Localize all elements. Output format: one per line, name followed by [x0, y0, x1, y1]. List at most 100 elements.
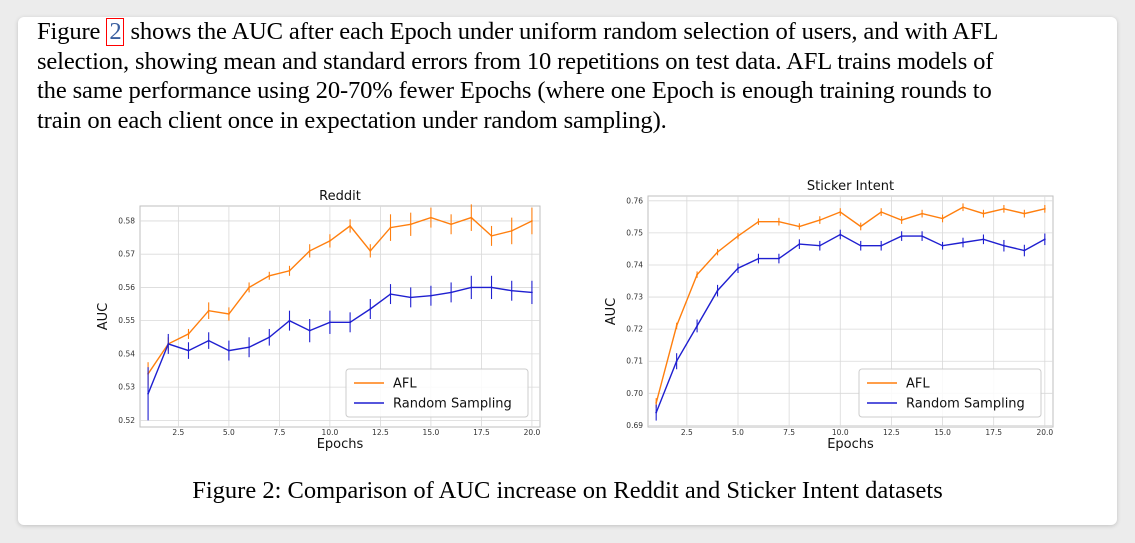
random-sampling-point [531, 291, 533, 294]
random-sampling-point [655, 411, 658, 414]
afl-point [1003, 207, 1005, 210]
y-tick-label: 0.52 [118, 416, 135, 425]
x-tick-label: 2.5 [172, 428, 184, 437]
x-axis-label: Epochs [317, 437, 364, 452]
paragraph-line-1: Figure 2 shows the AUC after each Epoch … [37, 18, 998, 46]
random-sampling-point [167, 343, 170, 345]
afl-point [778, 220, 780, 223]
random-sampling-point [982, 238, 985, 241]
random-sampling-point [737, 267, 739, 270]
afl-point [839, 211, 842, 213]
random-sampling-point [941, 244, 944, 247]
figure-card: Figure 2 shows the AUC after each Epoch … [18, 17, 1117, 525]
random-sampling-point [510, 289, 513, 292]
y-axis-label: AUC [96, 303, 111, 331]
afl-point [187, 333, 190, 335]
paragraph-line-3: the same performance using 20-70% fewer … [37, 77, 992, 104]
afl-point [1043, 207, 1046, 210]
random-sampling-point [818, 244, 821, 247]
random-sampling-point [900, 235, 903, 238]
y-tick-label: 0.71 [626, 357, 643, 366]
afl-point [962, 206, 964, 209]
afl-point [737, 235, 739, 238]
y-tick-label: 0.76 [626, 196, 643, 205]
afl-point [880, 211, 883, 213]
afl-point [248, 286, 250, 289]
y-tick-label: 0.75 [626, 228, 643, 237]
legend-box [345, 368, 529, 418]
afl-point [696, 273, 698, 276]
afl-point [450, 223, 453, 226]
random-sampling-point [430, 294, 432, 297]
random-sampling-point [308, 329, 311, 332]
x-tick-label: 7.5 [273, 428, 285, 437]
x-axis-label: Epochs [827, 437, 874, 452]
afl-point [470, 216, 473, 219]
afl-point [1023, 212, 1026, 215]
random-sampling-point [389, 293, 392, 295]
legend-label: AFL [393, 377, 417, 392]
afl-point [207, 309, 210, 312]
y-tick-label: 0.70 [626, 389, 643, 398]
y-tick-label: 0.73 [626, 293, 643, 302]
afl-point [369, 249, 372, 252]
random-sampling-point [757, 257, 760, 260]
x-tick-label: 20.0 [524, 428, 541, 437]
random-sampling-line [655, 233, 1046, 413]
x-tick-label: 10.0 [322, 428, 339, 437]
random-sampling-point [288, 319, 291, 322]
legend-label: Random Sampling [393, 397, 512, 412]
random-sampling-point [1043, 238, 1046, 241]
random-sampling-point [962, 241, 964, 244]
afl-point [818, 219, 821, 221]
afl-line [147, 216, 533, 375]
x-tick-label: 2.5 [681, 428, 693, 437]
random-sampling-point [839, 233, 842, 236]
y-axis-label: AUC [604, 298, 619, 326]
y-tick-label: 0.72 [626, 325, 643, 334]
random-sampling-point [409, 296, 412, 299]
afl-point [288, 269, 291, 272]
random-sampling-point [490, 286, 493, 289]
random-sampling-point [268, 336, 271, 339]
x-tick-label: 20.0 [1036, 428, 1053, 437]
afl-point [268, 274, 271, 277]
afl-point [859, 225, 862, 228]
x-tick-label: 12.5 [883, 428, 900, 437]
random-sampling-point [880, 244, 883, 247]
paragraph-text: Figure [37, 18, 107, 45]
legend-label: AFL [906, 377, 930, 392]
afl-point [982, 212, 985, 215]
x-tick-label: 17.5 [473, 428, 490, 437]
random-sampling-point [1023, 249, 1026, 252]
random-sampling-point [675, 360, 678, 363]
random-sampling-point [716, 289, 719, 292]
y-tick-label: 0.56 [118, 283, 135, 292]
paragraph-line-2: selection, showing mean and standard err… [37, 47, 994, 75]
paragraph-line-4: train on each client once in expectation… [37, 106, 667, 134]
random-sampling-point [778, 257, 780, 260]
x-tick-label: 15.0 [934, 428, 951, 437]
legend-box [858, 368, 1042, 418]
afl-point [409, 223, 412, 226]
x-tick-label: 5.0 [223, 428, 235, 437]
x-tick-label: 10.0 [832, 428, 849, 437]
afl-point [349, 225, 352, 227]
y-tick-label: 0.69 [626, 421, 643, 430]
y-tick-label: 0.55 [118, 316, 135, 325]
y-tick-label: 0.54 [118, 349, 135, 358]
random-sampling-point [227, 349, 230, 352]
x-tick-label: 7.5 [783, 428, 795, 437]
afl-point [757, 220, 760, 223]
y-tick-label: 0.74 [626, 260, 643, 269]
afl-point [328, 239, 331, 242]
figure-reference-link[interactable]: 2 [106, 18, 125, 46]
random-sampling-point [369, 308, 372, 310]
random-sampling-point [859, 244, 862, 247]
x-tick-label: 15.0 [423, 428, 440, 437]
body-paragraph: Figure 2 shows the AUC after each Epoch … [37, 17, 1107, 135]
afl-line [655, 206, 1045, 404]
chart-title: Sticker Intent [807, 179, 894, 194]
y-tick-label: 0.57 [118, 250, 135, 259]
afl-point [430, 216, 432, 219]
